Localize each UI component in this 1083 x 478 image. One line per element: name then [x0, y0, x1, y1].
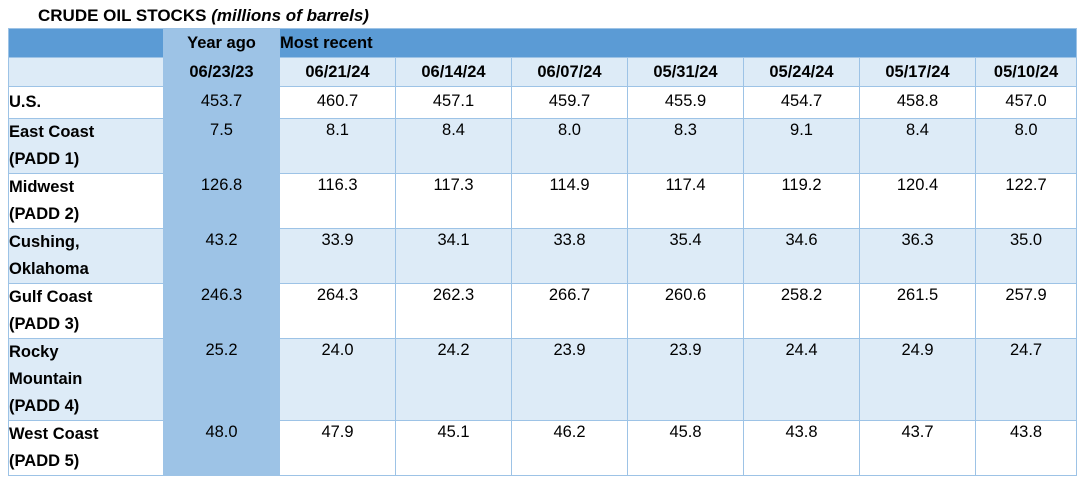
row-label-region: Rocky Mountain (PADD 4) [8, 338, 164, 421]
crude-oil-stocks-table: Year ago Most recent 06/23/23 06/21/24 06/… [8, 28, 1078, 476]
data-cell: 8.1 [279, 118, 396, 174]
data-cell: 45.8 [627, 420, 744, 476]
data-cell: 126.8 [163, 173, 280, 229]
data-cell: 8.0 [511, 118, 628, 174]
data-cell: 458.8 [859, 86, 976, 119]
data-cell: 34.6 [743, 228, 860, 284]
data-cell: 264.3 [279, 283, 396, 339]
data-cell: 459.7 [511, 86, 628, 119]
data-cell: 24.0 [279, 338, 396, 421]
data-cell: 8.3 [627, 118, 744, 174]
row-label-region: East Coast (PADD 1) [8, 118, 164, 174]
column-header-date: 05/31/24 [627, 57, 744, 87]
column-header-date: 06/14/24 [395, 57, 512, 87]
data-cell: 24.7 [974, 338, 1078, 421]
row-label-region: U.S. [8, 86, 164, 119]
column-header-date: 05/17/24 [859, 57, 976, 87]
data-cell: 122.7 [974, 173, 1078, 229]
row-label-region: West Coast (PADD 5) [8, 420, 164, 476]
data-cell: 455.9 [627, 86, 744, 119]
data-cell: 24.9 [859, 338, 976, 421]
data-cell: 261.5 [859, 283, 976, 339]
title-main: CRUDE OIL STOCKS [38, 6, 207, 25]
header-row-groups: Year ago Most recent [8, 28, 1078, 58]
data-cell: 117.3 [395, 173, 512, 229]
row-label-region: Midwest (PADD 2) [8, 173, 164, 229]
data-cell: 48.0 [163, 420, 280, 476]
data-cell: 43.8 [743, 420, 860, 476]
column-header-date: 06/23/23 [163, 57, 280, 87]
data-cell: 120.4 [859, 173, 976, 229]
title-subtitle: (millions of barrels) [211, 6, 369, 25]
data-cell: 457.0 [974, 86, 1078, 119]
table-title: CRUDE OIL STOCKS (millions of barrels) [38, 5, 369, 27]
data-cell: 266.7 [511, 283, 628, 339]
data-cell: 119.2 [743, 173, 860, 229]
data-cell: 116.3 [279, 173, 396, 229]
data-cell: 43.7 [859, 420, 976, 476]
data-cell: 258.2 [743, 283, 860, 339]
data-cell: 117.4 [627, 173, 744, 229]
data-cell: 34.1 [395, 228, 512, 284]
data-cell: 23.9 [627, 338, 744, 421]
data-cell: 36.3 [859, 228, 976, 284]
data-cell: 260.6 [627, 283, 744, 339]
column-header-date: 05/24/24 [743, 57, 860, 87]
column-header-date: 06/07/24 [511, 57, 628, 87]
table-row: Rocky Mountain (PADD 4) 25.2 24.0 24.2 23.9 23.… [8, 338, 1078, 421]
data-cell: 262.3 [395, 283, 512, 339]
data-cell: 8.0 [974, 118, 1078, 174]
row-label-region: Cushing, Oklahoma [8, 228, 164, 284]
header-most-recent: Most recent [278, 28, 1078, 58]
data-cell: 35.0 [974, 228, 1078, 284]
data-cell: 8.4 [859, 118, 976, 174]
table-row: Cushing, Oklahoma 43.2 33.9 34.1 33.8 35.4 34.6… [8, 228, 1078, 284]
data-cell: 33.8 [511, 228, 628, 284]
header-year-ago: Year ago [163, 28, 280, 58]
column-header-date: 06/21/24 [279, 57, 396, 87]
header-corner-bottom [8, 57, 164, 87]
data-cell: 24.4 [743, 338, 860, 421]
data-cell: 8.4 [395, 118, 512, 174]
data-cell: 114.9 [511, 173, 628, 229]
data-cell: 24.2 [395, 338, 512, 421]
data-cell: 46.2 [511, 420, 628, 476]
data-cell: 246.3 [163, 283, 280, 339]
data-cell: 43.8 [974, 420, 1078, 476]
table-row: Gulf Coast (PADD 3) 246.3 264.3 262.3 266.7 26… [8, 283, 1078, 339]
data-cell: 257.9 [974, 283, 1078, 339]
data-cell: 25.2 [163, 338, 280, 421]
data-cell: 33.9 [279, 228, 396, 284]
data-cell: 453.7 [163, 86, 280, 119]
row-label-region: Gulf Coast (PADD 3) [8, 283, 164, 339]
data-cell: 9.1 [743, 118, 860, 174]
table-row: U.S. 453.7 460.7 457.1 459.7 455.9 454.7 458.8 4… [8, 86, 1078, 119]
data-cell: 35.4 [627, 228, 744, 284]
data-cell: 460.7 [279, 86, 396, 119]
table-row: East Coast (PADD 1) 7.5 8.1 8.4 8.0 8.3 9.1 8.4 8… [8, 118, 1078, 174]
header-corner-top [8, 28, 164, 58]
data-cell: 23.9 [511, 338, 628, 421]
header-row-dates: 06/23/23 06/21/24 06/14/24 06/07/24 05/31/24… [8, 57, 1078, 87]
data-cell: 43.2 [163, 228, 280, 284]
table-row: West Coast (PADD 5) 48.0 47.9 45.1 46.2 45.8 43… [8, 420, 1078, 476]
data-cell: 7.5 [163, 118, 280, 174]
table-row: Midwest (PADD 2) 126.8 116.3 117.3 114.9 117.4… [8, 173, 1078, 229]
data-cell: 457.1 [395, 86, 512, 119]
data-cell: 47.9 [279, 420, 396, 476]
data-cell: 454.7 [743, 86, 860, 119]
data-cell: 45.1 [395, 420, 512, 476]
column-header-date: 05/10/24 [974, 57, 1078, 87]
